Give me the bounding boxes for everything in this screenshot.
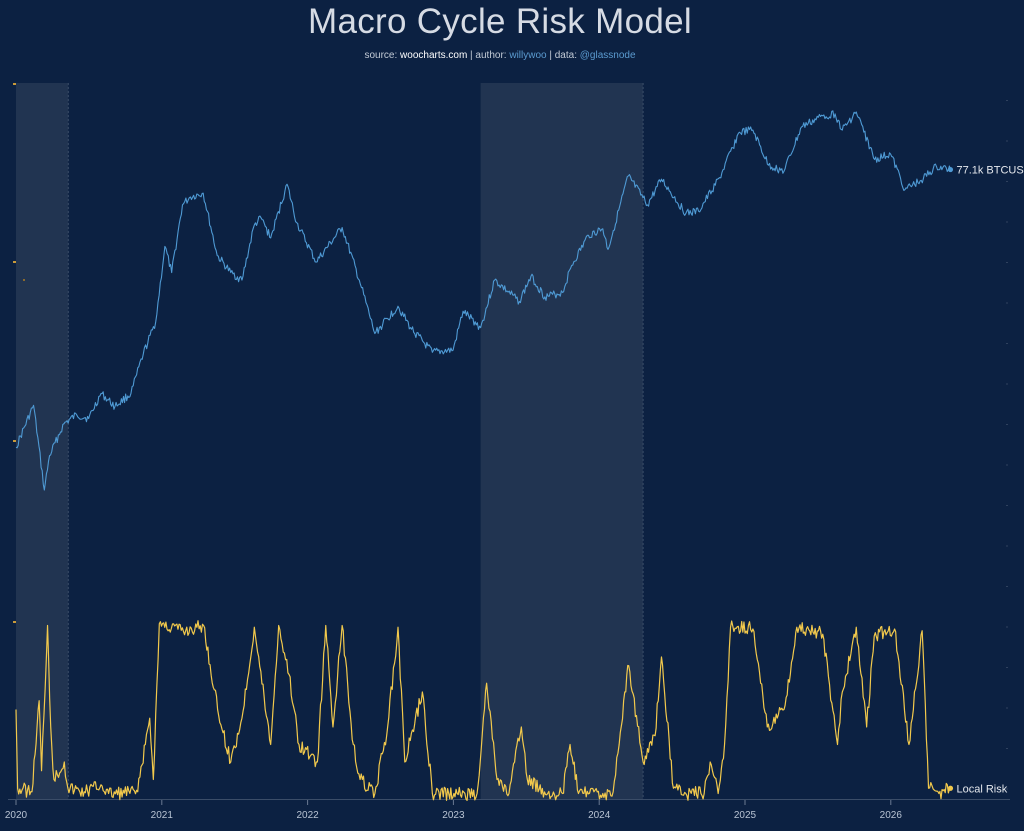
btcusd-end-marker <box>947 166 954 173</box>
right-tick-mark <box>1006 586 1008 587</box>
right-tick-mark <box>1006 262 1008 263</box>
right-tick-mark <box>1006 140 1008 142</box>
right-tick-mark <box>1006 788 1008 790</box>
x-tick-label-2024: 2024 <box>588 810 611 821</box>
data-source-link[interactable]: @glassnode <box>579 50 636 61</box>
shaded-regions <box>16 83 644 800</box>
x-tick-label-2020: 2020 <box>5 810 28 821</box>
left-tick-mark-3 <box>13 621 16 623</box>
source-link[interactable]: woocharts.com <box>400 50 468 61</box>
right-axis-ticks <box>1006 100 1008 790</box>
right-tick-mark <box>1006 100 1008 101</box>
series-end-labels: 77.1k BTCUSD Local Risk <box>947 165 1024 795</box>
x-tick-label-2022: 2022 <box>296 810 319 821</box>
chart-subtitle: source: woocharts.com | author: willywoo… <box>0 50 1000 61</box>
right-tick-mark <box>1006 505 1008 506</box>
right-tick-mark <box>1006 343 1008 344</box>
shaded-region-1 <box>480 83 644 800</box>
x-tick-label-2026: 2026 <box>880 810 903 821</box>
x-tick-label-2025: 2025 <box>734 810 757 821</box>
right-tick-mark <box>1006 667 1008 668</box>
left-tick-mark-2 <box>13 440 16 442</box>
right-tick-mark <box>1006 626 1008 628</box>
x-tick-label-2023: 2023 <box>442 810 465 821</box>
left-tick-mark-0 <box>13 83 16 85</box>
left-tick-mark-1 <box>13 261 16 263</box>
right-tick-mark <box>1006 383 1008 385</box>
author-prefix: | author: <box>467 50 510 61</box>
left-minor-tick-mark <box>23 279 25 281</box>
left-axis-ticks <box>13 83 25 623</box>
x-tick-label-2021: 2021 <box>151 810 174 821</box>
author-link[interactable]: willywoo <box>509 50 547 61</box>
local-risk-end-label: Local Risk <box>956 783 1007 795</box>
right-tick-mark <box>1006 221 1008 223</box>
local-risk-end-marker <box>947 785 954 791</box>
right-tick-mark <box>1006 302 1008 304</box>
local-risk-line <box>15 620 951 802</box>
chart-title: Macro Cycle Risk Model <box>308 2 692 41</box>
series-lines <box>15 110 952 802</box>
shaded-region-0 <box>16 83 69 800</box>
x-axis: 2020 2021 2022 2023 2024 2025 2026 <box>5 799 1010 821</box>
data-prefix: | data: <box>546 50 580 61</box>
right-tick-mark <box>1006 181 1008 182</box>
source-prefix: source: <box>364 50 401 61</box>
right-tick-mark <box>1006 545 1008 547</box>
right-tick-mark <box>1006 748 1008 749</box>
btcusd-end-label: 77.1k BTCUSD <box>956 165 1024 177</box>
btcusd-line <box>15 110 952 491</box>
right-tick-mark <box>1006 464 1008 466</box>
right-tick-mark <box>1006 707 1008 709</box>
right-tick-mark <box>1006 424 1008 425</box>
